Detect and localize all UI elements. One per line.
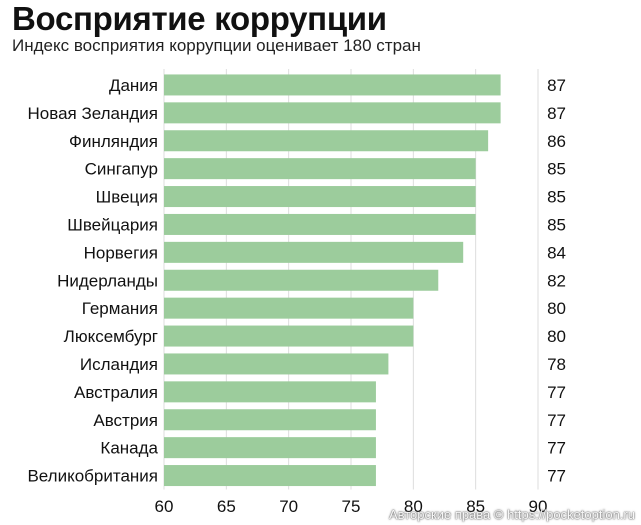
x-tick-label: 60 [155,497,174,516]
x-tick-label: 65 [217,497,236,516]
bar [164,158,476,180]
category-label: Австрия [93,411,158,430]
value-label: 87 [547,104,566,123]
value-label: 86 [547,132,566,151]
category-label: Великобритания [27,467,158,486]
bar [164,213,476,235]
bar [164,437,376,459]
category-labels: Дания Новая Зеландия Финляндия Сингапур Швец… [27,76,158,486]
x-tick-label: 70 [279,497,298,516]
bar [164,297,414,319]
category-label: Исландия [80,355,158,374]
bar [164,325,414,347]
bar [164,102,501,124]
bars [164,74,501,487]
x-tick-label: 85 [466,497,485,516]
category-label: Германия [82,299,158,318]
x-tick-label: 90 [529,497,548,516]
category-label: Нидерланды [57,271,158,290]
bar [164,269,439,291]
x-axis-ticks: 60 65 70 75 80 85 90 [155,497,548,516]
bar [164,381,376,403]
value-label: 80 [547,299,566,318]
value-label: 85 [547,188,566,207]
bar [164,130,489,152]
value-label: 85 [547,160,566,179]
category-label: Люксембург [64,327,158,346]
bar [164,353,389,375]
bar [164,241,464,263]
value-label: 77 [547,467,566,486]
bar [164,465,376,487]
category-label: Финляндия [69,132,158,151]
category-label: Канада [100,439,158,458]
chart-title: Восприятие коррупции [12,0,387,37]
value-label: 78 [547,355,566,374]
category-label: Дания [109,76,158,95]
bar [164,186,476,208]
value-label: 77 [547,439,566,458]
bar [164,74,501,96]
x-tick-label: 75 [342,497,361,516]
category-label: Швеция [96,188,158,207]
chart-subtitle: Индекс восприятия коррупции оценивает 18… [12,36,421,55]
value-label: 77 [547,383,566,402]
value-label: 85 [547,215,566,234]
watermark: Авторские права © https://pocketoption.r… [388,507,635,522]
value-label: 77 [547,411,566,430]
bar [164,409,376,431]
category-label: Швейцария [67,215,158,234]
x-tick-label: 80 [404,497,423,516]
value-labels: 87 87 86 85 85 85 84 82 80 80 78 77 77 77 77 [547,76,566,486]
value-label: 80 [547,327,566,346]
category-label: Сингапур [85,160,158,179]
value-label: 82 [547,271,566,290]
category-label: Австралия [74,383,158,402]
category-label: Новая Зеландия [28,104,159,123]
value-label: 84 [547,243,566,262]
category-label: Норвегия [84,243,158,262]
value-label: 87 [547,76,566,95]
